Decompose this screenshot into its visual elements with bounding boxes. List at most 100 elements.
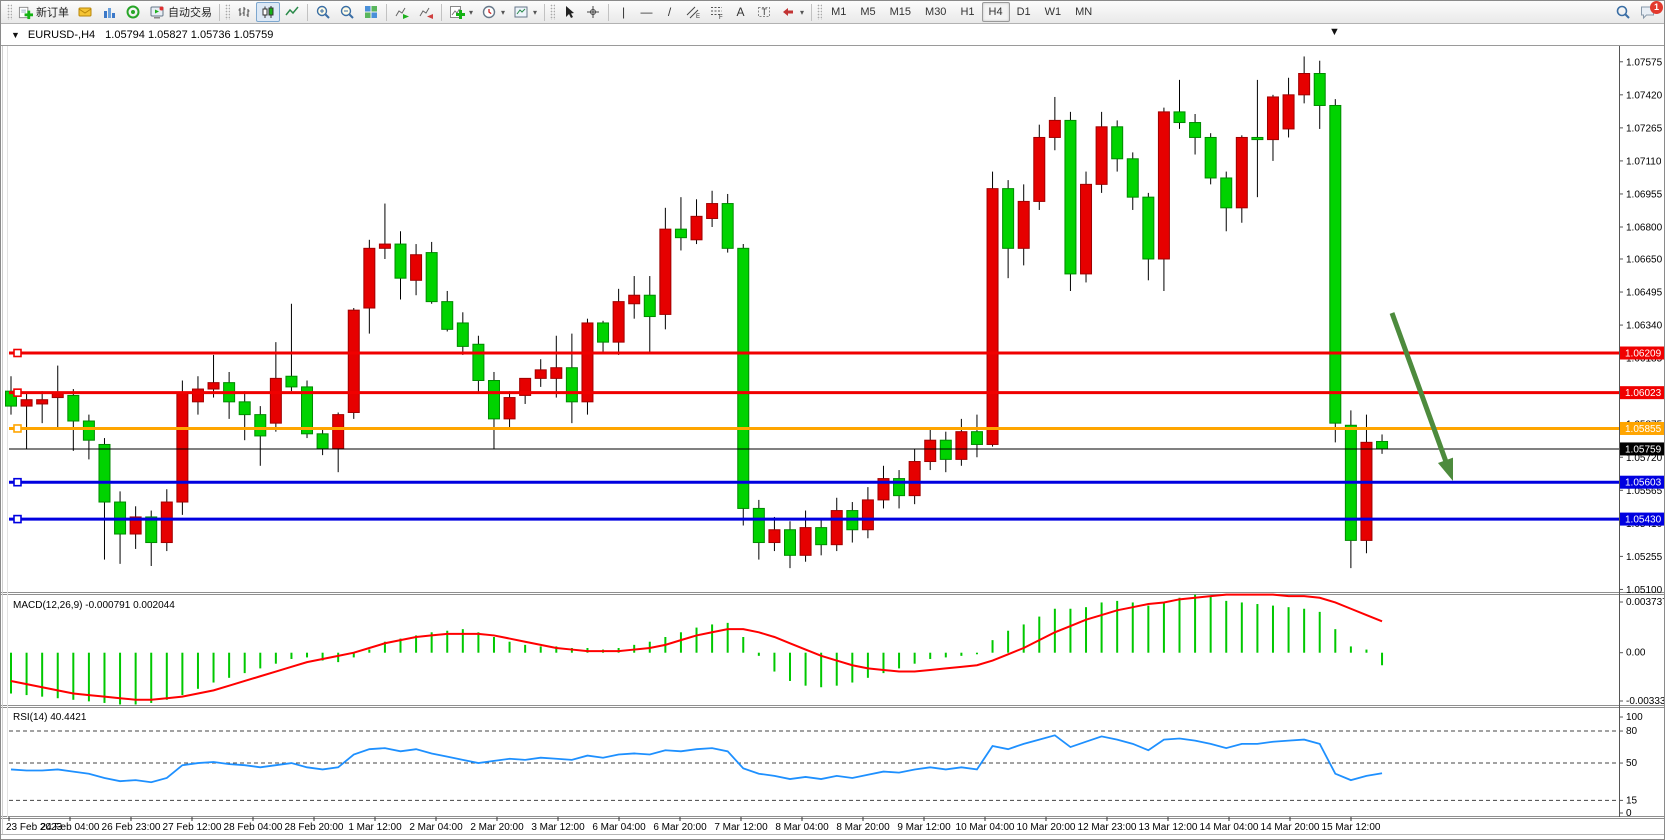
toolbar-drag-handle[interactable] <box>225 4 230 20</box>
zoom-out-button[interactable] <box>335 2 359 22</box>
new-order-button[interactable]: 新订单 <box>14 2 73 22</box>
timeframe-button-MN[interactable]: MN <box>1068 2 1099 22</box>
candle-bullish <box>1033 136 1046 202</box>
candle-bearish <box>737 247 750 509</box>
timeframe-button-D1[interactable]: D1 <box>1010 2 1038 22</box>
price-axis-label: 1.05720 <box>1626 453 1663 464</box>
bar-chart-button[interactable] <box>232 2 256 22</box>
time-axis-label: 14 Mar 04:00 <box>1200 822 1259 833</box>
rsi-axis-label: 15 <box>1626 795 1638 806</box>
price-label-box <box>1620 346 1664 360</box>
templates-button[interactable]: ▾ <box>509 2 541 22</box>
market-watch-button[interactable] <box>97 2 121 22</box>
time-axis-label: 26 Feb 23:00 <box>102 822 161 833</box>
candle-bullish <box>519 377 532 396</box>
hline-handle[interactable] <box>13 424 22 433</box>
candle-bearish <box>285 375 298 388</box>
chart-shift-marker-icon[interactable]: ▼ <box>1329 26 1340 38</box>
tile-windows-icon <box>365 6 377 18</box>
price-label-box <box>1620 475 1664 489</box>
timeframe-button-M5[interactable]: M5 <box>853 2 882 22</box>
trendline-tool-button[interactable]: / <box>658 2 681 22</box>
candle-bullish <box>160 501 173 544</box>
vertical-line-tool-button[interactable]: | <box>612 2 635 22</box>
periods-button[interactable]: ▾ <box>477 2 509 22</box>
candle-bearish <box>1251 136 1264 141</box>
timeframe-button-H4[interactable]: H4 <box>981 2 1010 22</box>
rsi-axis-label: 0 <box>1626 808 1632 819</box>
time-axis-label: 3 Mar 12:00 <box>531 822 585 833</box>
time-axis-label: 6 Mar 04:00 <box>592 822 646 833</box>
auto-trading-button[interactable]: 自动交易 <box>145 2 216 22</box>
auto-scroll-icon <box>395 7 409 19</box>
zoom-in-icon <box>316 5 330 19</box>
price-label-box <box>1620 421 1664 435</box>
tile-windows-button[interactable] <box>359 2 383 22</box>
svg-text:F: F <box>719 15 723 20</box>
time-axis-label: 23 Feb 2023 <box>6 822 63 833</box>
toolbar: 新订单 自动交易 <box>1 1 1664 24</box>
text-tool-button[interactable]: A <box>729 2 752 22</box>
horizontal-line-tool-button[interactable]: — <box>635 2 658 22</box>
notifications-button[interactable]: 1 <box>1635 1 1663 22</box>
candlestick-chart-button[interactable] <box>256 2 280 22</box>
auto-trading-icon <box>150 6 164 19</box>
candle-bearish <box>316 433 329 450</box>
hline-handle[interactable] <box>13 477 22 487</box>
time-axis-label: 24 Feb 04:00 <box>41 822 100 833</box>
timeframe-button-W1[interactable]: W1 <box>1038 2 1069 22</box>
candle-bullish <box>503 397 516 420</box>
trendline-icon: / <box>667 5 672 19</box>
chart-shift-button[interactable] <box>414 2 438 22</box>
candle-bearish <box>67 394 80 422</box>
arrows-tool-button[interactable]: ▾ <box>776 2 808 22</box>
crosshair-button[interactable] <box>581 2 605 22</box>
cursor-button[interactable] <box>557 2 581 22</box>
hline-handle[interactable] <box>13 348 22 358</box>
toolbar-drag-handle[interactable] <box>7 4 12 20</box>
search-button[interactable] <box>1611 2 1635 22</box>
rsi-axis-label: 50 <box>1626 758 1638 769</box>
auto-scroll-button[interactable] <box>390 2 414 22</box>
new-order-icon <box>18 6 33 19</box>
line-chart-button[interactable] <box>280 2 304 22</box>
time-axis-label: 27 Feb 12:00 <box>163 822 222 833</box>
channel-tool-button[interactable]: E <box>681 2 705 22</box>
hline-handle[interactable] <box>13 388 22 397</box>
timeframe-button-M30[interactable]: M30 <box>918 2 953 22</box>
candle-bullish <box>877 478 890 501</box>
timeframe-button-H1[interactable]: H1 <box>953 2 981 22</box>
hline-handle[interactable] <box>13 514 22 524</box>
toolbar-drag-handle[interactable] <box>550 4 556 20</box>
candle-bearish <box>565 367 578 403</box>
mailbox-button[interactable] <box>73 2 97 22</box>
annotation-arrow-head[interactable] <box>1437 457 1454 481</box>
mailbox-icon <box>78 7 92 17</box>
toolbar-drag-handle[interactable] <box>817 4 823 20</box>
time-axis-label: 10 Mar 20:00 <box>1017 822 1076 833</box>
symbol-dropdown-icon[interactable]: ▼ <box>11 29 20 40</box>
cursor-icon <box>566 6 575 18</box>
candle-bearish <box>784 529 796 556</box>
fibonacci-tool-button[interactable]: F <box>705 2 729 22</box>
zoom-in-button[interactable] <box>311 2 335 22</box>
toolbar-separator <box>544 3 546 21</box>
candle-bearish <box>1173 111 1186 124</box>
rsi-axis-label: 80 <box>1626 726 1638 737</box>
time-axis-label: 1 Mar 12:00 <box>348 822 402 833</box>
label-tool-button[interactable]: T <box>752 2 776 22</box>
candle-bullish <box>1080 183 1093 275</box>
candle-bullish <box>612 301 625 343</box>
chart-shift-icon <box>419 7 433 19</box>
indicators-button[interactable]: ▾ <box>445 2 477 22</box>
time-axis-label: 8 Mar 04:00 <box>775 822 829 833</box>
candle-bullish <box>955 431 968 460</box>
signals-button[interactable] <box>121 2 145 22</box>
horizontal-line-icon: — <box>640 5 653 19</box>
candle-bearish <box>1204 136 1217 179</box>
annotation-arrow-shaft[interactable] <box>1389 312 1450 467</box>
timeframe-button-M15[interactable]: M15 <box>883 2 918 22</box>
timeframe-button-M1[interactable]: M1 <box>824 2 853 22</box>
clock-icon <box>482 5 496 19</box>
